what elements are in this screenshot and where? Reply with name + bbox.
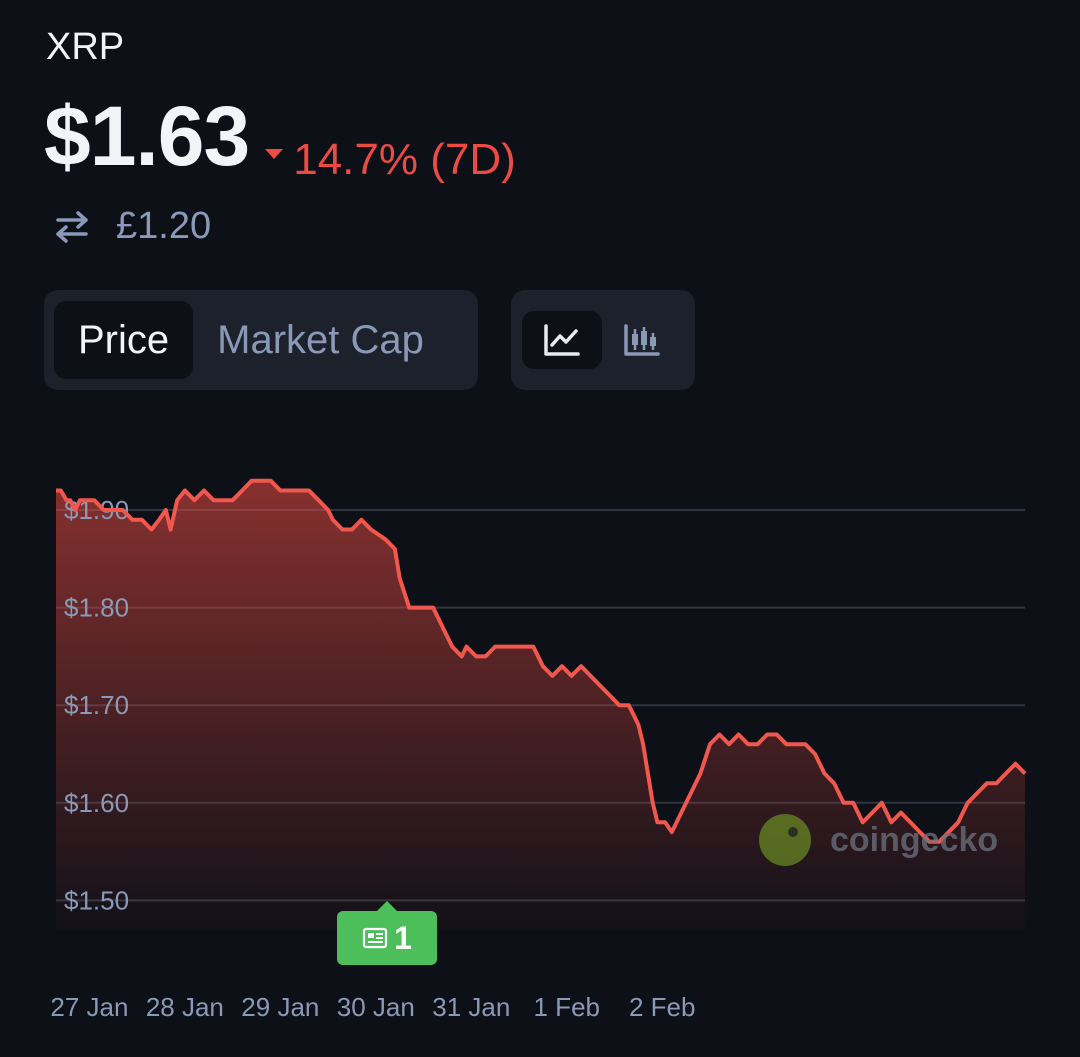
candlestick-chart-icon <box>624 324 660 356</box>
candlestick-chart-button[interactable] <box>602 311 682 369</box>
price-change: 14.7% (7D) <box>265 135 516 185</box>
x-tick-label: 27 Jan <box>50 992 128 1022</box>
line-chart-button[interactable] <box>522 311 602 369</box>
newspaper-icon <box>362 927 388 949</box>
metric-tabs: Price Market Cap <box>44 290 478 390</box>
line-chart-icon <box>544 324 580 356</box>
price-row: $1.63 14.7% (7D) <box>44 88 516 185</box>
x-tick-label: 31 Jan <box>432 992 510 1022</box>
watermark-text: coingecko <box>830 821 998 859</box>
coingecko-watermark: coingecko <box>759 814 998 866</box>
price-change-value: 14.7% (7D) <box>293 135 516 184</box>
converted-price: £1.20 <box>116 205 212 247</box>
caret-down-icon <box>265 149 284 159</box>
x-tick-label: 29 Jan <box>241 992 319 1022</box>
x-tick-label: 2 Feb <box>629 992 696 1022</box>
news-badge[interactable]: 1 <box>337 901 437 965</box>
swap-arrows-icon[interactable] <box>54 210 90 244</box>
x-tick-label: 28 Jan <box>146 992 224 1022</box>
x-tick-label: 1 Feb <box>534 992 601 1022</box>
coin-name: XRP <box>46 26 125 68</box>
converted-price-row: £1.20 <box>54 205 211 248</box>
tab-market-cap[interactable]: Market Cap <box>217 317 424 362</box>
price-line <box>56 478 1027 844</box>
chart-type-toggle <box>511 290 695 390</box>
gecko-logo-icon <box>759 814 811 866</box>
tab-price[interactable]: Price <box>54 301 194 379</box>
y-tick-label: $1.80 <box>64 593 129 623</box>
price-chart[interactable]: $1.90$1.80$1.70$1.60$1.50 coingecko 27 J… <box>0 420 1080 1030</box>
current-price: $1.63 <box>44 89 250 183</box>
y-tick-label: $1.60 <box>64 788 129 818</box>
y-tick-label: $1.50 <box>64 885 129 915</box>
y-tick-label: $1.70 <box>64 690 129 720</box>
x-tick-label: 30 Jan <box>337 992 415 1022</box>
news-count: 1 <box>394 919 412 956</box>
